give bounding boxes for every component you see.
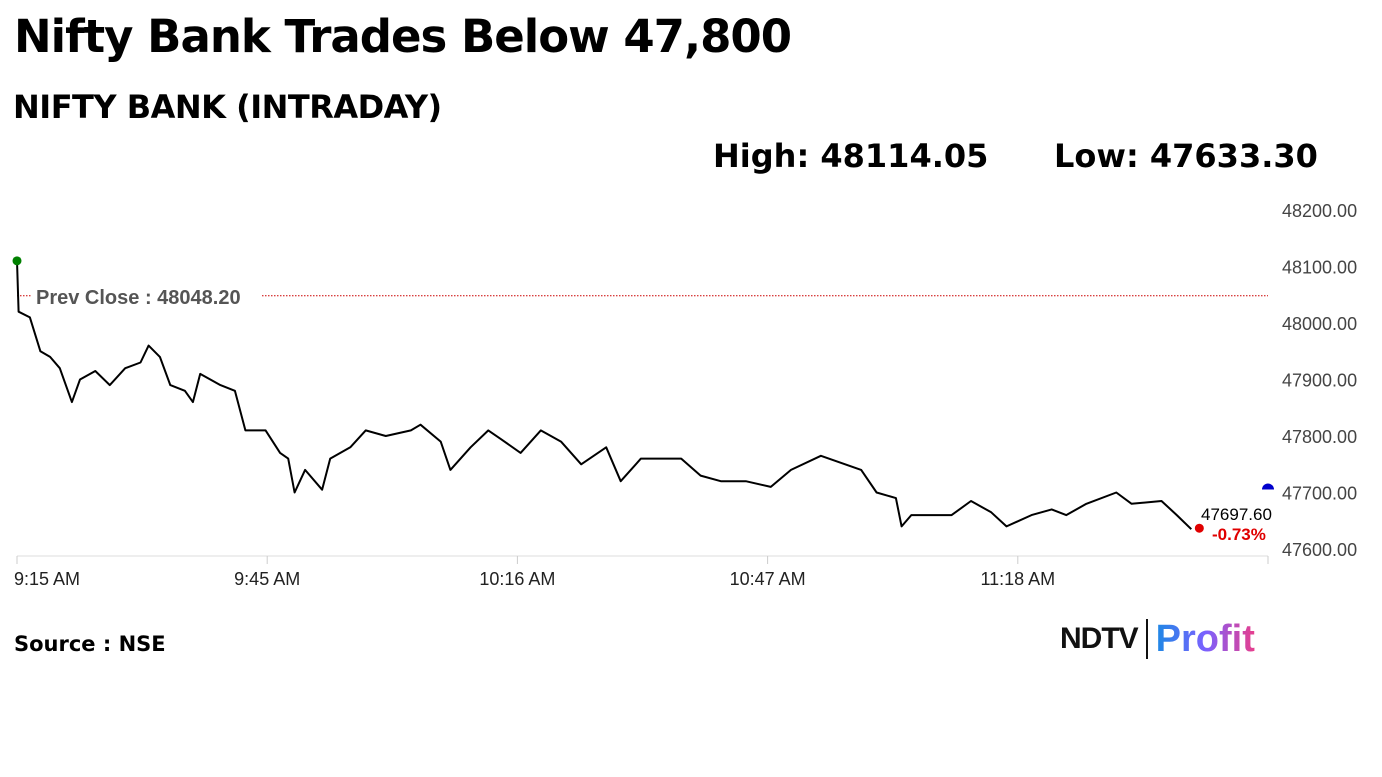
x-tick-label: 9:45 AM xyxy=(234,569,300,589)
y-tick-label: 48100.00 xyxy=(1282,258,1357,278)
price-line xyxy=(16,260,1192,530)
current-level-marker xyxy=(1262,483,1274,490)
logo-profit: Profit xyxy=(1155,617,1255,660)
y-tick-label: 47900.00 xyxy=(1282,371,1357,391)
last-marker xyxy=(1194,523,1204,533)
chart-title: NIFTY BANK (INTRADAY) xyxy=(13,88,442,126)
y-tick-label: 47700.00 xyxy=(1282,484,1357,504)
ndtv-profit-logo: NDTV Profit xyxy=(1060,617,1255,661)
x-tick-label: 9:15 AM xyxy=(14,569,80,589)
x-tick-label: 11:18 AM xyxy=(980,569,1055,589)
last-value-label: 47697.60 xyxy=(1201,505,1272,524)
y-tick-label: 47800.00 xyxy=(1282,427,1357,447)
headline: Nifty Bank Trades Below 47,800 xyxy=(14,10,792,63)
open-marker xyxy=(12,256,22,266)
change-label: -0.73% xyxy=(1212,525,1266,544)
source-label: Source : NSE xyxy=(14,632,166,656)
low-label: Low: 47633.30 xyxy=(1054,137,1318,175)
y-tick-label: 47600.00 xyxy=(1282,540,1357,560)
x-tick-label: 10:16 AM xyxy=(479,569,555,589)
logo-divider xyxy=(1145,619,1148,659)
y-tick-label: 48200.00 xyxy=(1282,201,1357,221)
prev-close-label: Prev Close : 48048.20 xyxy=(36,287,241,309)
high-label: High: 48114.05 xyxy=(713,137,989,175)
y-tick-label: 48000.00 xyxy=(1282,314,1357,334)
x-tick-label: 10:47 AM xyxy=(730,569,806,589)
logo-ndtv: NDTV xyxy=(1060,622,1139,655)
